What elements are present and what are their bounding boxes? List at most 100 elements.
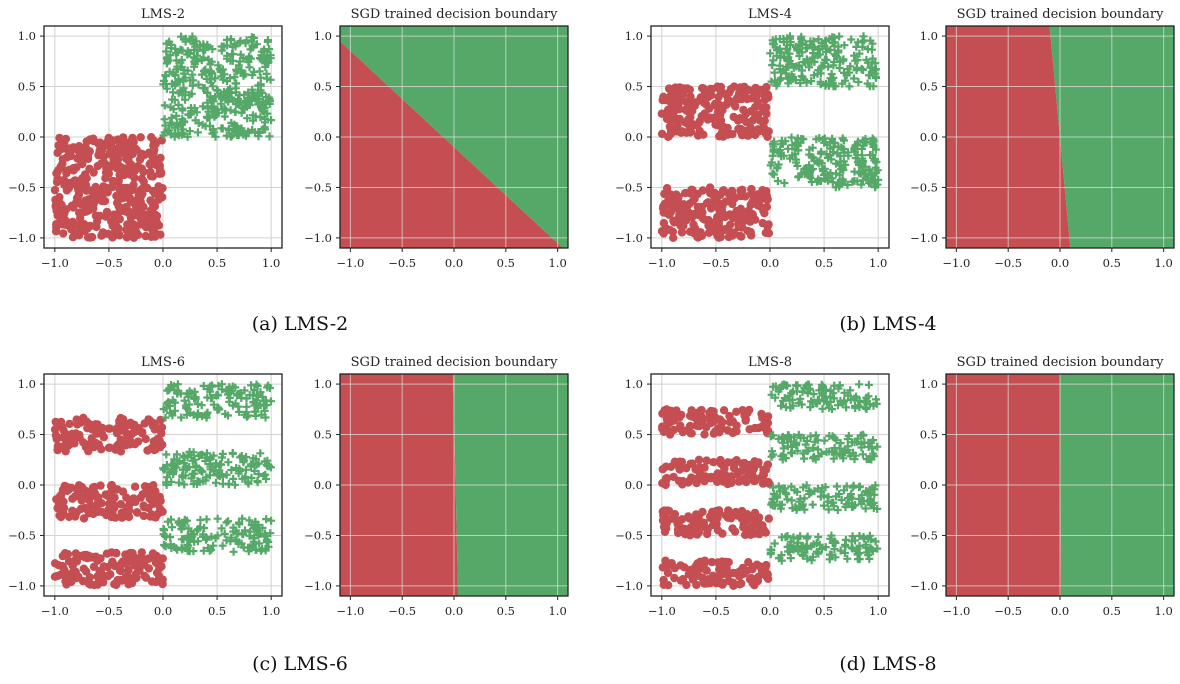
- x-tick-label: −1.0: [41, 604, 69, 618]
- point-class-neg: [124, 156, 133, 166]
- y-tick-label: 0.0: [625, 130, 643, 144]
- point-class-pos: [187, 110, 195, 119]
- y-tick-label: 0.5: [920, 80, 938, 94]
- point-class-pos: [174, 518, 183, 527]
- point-class-neg: [154, 571, 163, 580]
- point-class-pos: [864, 380, 873, 389]
- point-class-pos: [211, 478, 220, 487]
- point-class-pos: [166, 103, 175, 112]
- y-tick-label: −1.0: [910, 231, 938, 245]
- point-class-pos: [164, 517, 172, 526]
- plot-area: [651, 26, 889, 248]
- point-class-neg: [155, 436, 164, 446]
- x-tick-label: 0.0: [761, 256, 779, 270]
- point-class-neg: [741, 416, 750, 425]
- x-tick-label: 0.5: [1103, 256, 1121, 270]
- point-class-neg: [89, 562, 99, 571]
- point-class-pos: [214, 61, 223, 70]
- point-class-neg: [670, 514, 680, 524]
- point-class-pos: [850, 51, 859, 60]
- point-class-pos: [870, 66, 879, 75]
- point-class-pos: [267, 516, 276, 525]
- point-class-neg: [78, 154, 87, 164]
- y-tick-label: −0.5: [304, 528, 332, 542]
- point-class-pos: [854, 78, 863, 86]
- point-class-pos: [806, 37, 815, 46]
- point-class-neg: [762, 82, 771, 92]
- point-class-neg: [748, 565, 757, 574]
- point-class-pos: [809, 540, 818, 549]
- point-class-pos: [843, 445, 852, 454]
- point-class-pos: [859, 141, 868, 150]
- point-class-neg: [697, 519, 707, 528]
- point-class-pos: [247, 462, 255, 471]
- point-class-pos: [809, 443, 818, 452]
- point-class-neg: [739, 115, 748, 124]
- point-class-neg: [138, 490, 147, 499]
- point-class-pos: [205, 113, 214, 122]
- point-class-neg: [145, 160, 154, 169]
- panel-d-2: −1.0 −0.5 0.0 0.5 1.0 −1.0 −0.5 0.0 0.5 1.0 SGD tr…: [910, 355, 1175, 618]
- panel-title: SGD trained decision boundary: [957, 355, 1165, 370]
- x-tick-label: 0.0: [1051, 604, 1069, 618]
- panel-title: LMS-4: [748, 7, 792, 22]
- point-class-neg: [670, 563, 679, 573]
- point-class-pos: [231, 84, 240, 93]
- point-class-neg: [713, 477, 722, 486]
- y-tick-label: 0.5: [625, 428, 643, 442]
- point-class-neg: [728, 213, 738, 223]
- x-tick-label: −1.0: [41, 256, 69, 270]
- point-class-pos: [218, 449, 227, 458]
- point-class-neg: [146, 167, 155, 176]
- point-class-pos: [770, 137, 779, 146]
- y-tick-label: 0.5: [314, 428, 332, 442]
- point-class-pos: [826, 386, 835, 395]
- point-class-pos: [856, 169, 865, 178]
- point-class-neg: [154, 182, 163, 191]
- point-class-neg: [124, 227, 133, 236]
- point-class-pos: [860, 137, 869, 146]
- point-class-neg: [709, 407, 718, 416]
- point-class-neg: [128, 196, 137, 205]
- point-class-pos: [170, 132, 179, 141]
- point-class-pos: [868, 150, 877, 159]
- plot-area: [946, 374, 1174, 596]
- panel-title: SGD trained decision boundary: [957, 7, 1165, 22]
- point-class-neg: [764, 514, 773, 523]
- y-tick-label: 0.0: [625, 478, 643, 492]
- point-class-pos: [842, 482, 851, 491]
- point-class-neg: [85, 233, 95, 242]
- point-class-pos: [770, 145, 778, 154]
- point-class-neg: [694, 455, 704, 464]
- point-class-pos: [160, 101, 169, 110]
- point-class-neg: [82, 186, 91, 195]
- point-class-pos: [252, 40, 261, 49]
- point-class-neg: [763, 132, 772, 141]
- point-class-pos: [193, 537, 202, 546]
- point-class-neg: [706, 474, 716, 483]
- x-tick-label: 1.0: [262, 604, 280, 618]
- point-class-pos: [871, 537, 880, 546]
- point-class-pos: [255, 539, 264, 548]
- point-class-pos: [181, 37, 190, 46]
- point-class-pos: [234, 129, 243, 137]
- point-class-neg: [719, 406, 729, 415]
- point-class-pos: [792, 438, 801, 447]
- point-class-neg: [688, 106, 697, 116]
- point-class-pos: [866, 499, 875, 508]
- point-class-neg: [692, 510, 701, 519]
- point-class-pos: [257, 55, 266, 64]
- point-class-neg: [126, 137, 135, 146]
- point-class-pos: [207, 67, 215, 76]
- point-class-pos: [770, 539, 779, 548]
- point-class-pos: [852, 63, 861, 72]
- point-class-neg: [134, 565, 143, 575]
- x-tick-label: −1.0: [648, 256, 676, 270]
- series-class_pos: [159, 380, 276, 556]
- point-class-neg: [763, 460, 772, 470]
- point-class-pos: [846, 386, 855, 395]
- point-class-pos: [808, 500, 817, 509]
- point-class-pos: [162, 450, 171, 459]
- point-class-neg: [676, 220, 685, 229]
- point-class-pos: [866, 63, 875, 72]
